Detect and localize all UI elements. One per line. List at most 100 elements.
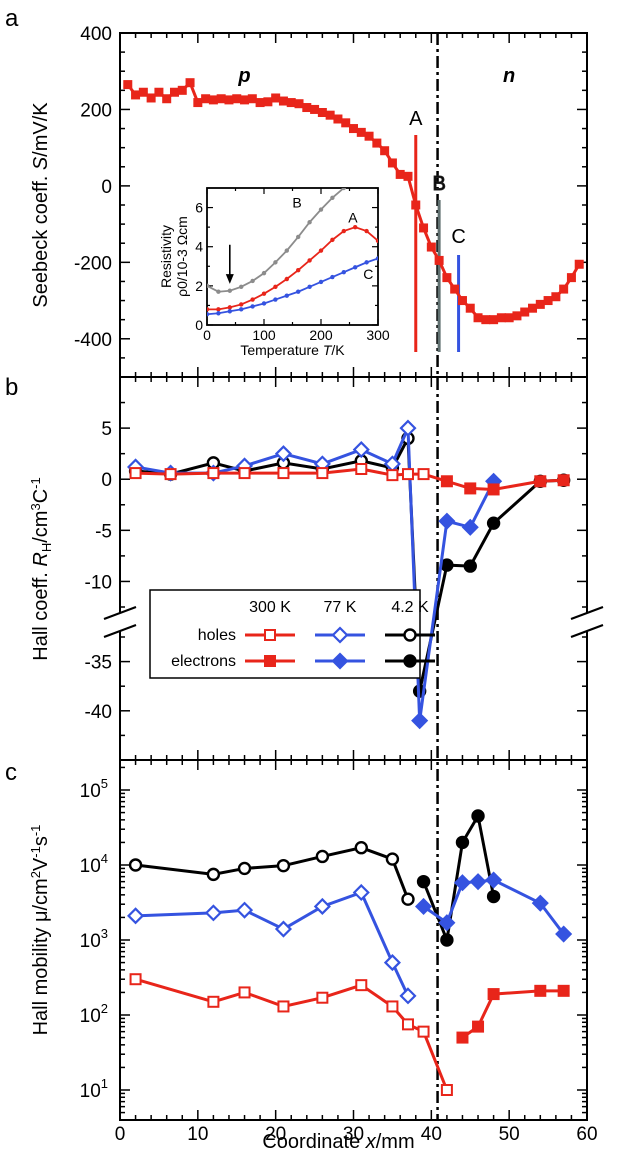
seebeck-point — [387, 158, 397, 168]
seebeck-point — [395, 169, 405, 179]
inset-series-a-point — [318, 248, 324, 253]
seebeck-point — [496, 313, 506, 323]
seebeck-point — [465, 303, 475, 313]
panel-b-ytick-label: 5 — [101, 419, 112, 440]
inset-series-c-point — [375, 256, 378, 261]
panel-letter-c: c — [5, 759, 17, 786]
inset-series-a-point — [207, 307, 210, 312]
inset-series-b-point — [284, 248, 289, 253]
seebeck-point — [232, 94, 242, 104]
inset-arrow-head — [225, 274, 234, 284]
legend-row-label: holes — [198, 627, 236, 644]
panel-c-xtick-label: 20 — [265, 1124, 286, 1145]
inset-series-c-point — [216, 311, 221, 316]
mobility-point — [385, 852, 400, 866]
axis-break-slash — [103, 605, 137, 621]
inset-ytick-label: 4 — [195, 239, 203, 255]
data-layer — [123, 78, 584, 1096]
seebeck-point — [559, 284, 569, 294]
seebeck-point — [224, 95, 234, 105]
mobility-point — [316, 991, 329, 1004]
inset-frame — [206, 187, 379, 326]
panel-c-xtick-label: 60 — [576, 1124, 597, 1145]
inset-series-b-point — [307, 220, 312, 225]
inset-xtick-label: 0 — [203, 327, 211, 343]
seebeck-point — [543, 296, 553, 306]
inset-series-a-point — [261, 291, 267, 296]
legend-column-label: 4.2 K — [391, 599, 429, 616]
panel-c-xtick-label: 40 — [421, 1124, 442, 1145]
seebeck-point — [271, 93, 281, 103]
panel-a-ylabel: Seebeck coeff. S/mV/K — [30, 102, 52, 308]
mobility-point — [471, 809, 485, 823]
seebeck-point — [504, 313, 514, 323]
legend-marker — [331, 626, 349, 644]
region-label-p: p — [237, 65, 250, 87]
hall-point — [463, 559, 477, 573]
seebeck-point — [310, 104, 320, 114]
mobility-point — [352, 883, 370, 902]
hall-point — [238, 467, 251, 480]
hall-point — [316, 467, 329, 480]
hall-point — [277, 467, 290, 480]
seebeck-point — [364, 131, 374, 141]
mobility-point — [456, 1031, 469, 1044]
mobility-point — [440, 1084, 453, 1096]
seebeck-point — [450, 284, 460, 294]
legend-marker — [403, 654, 417, 668]
seebeck-point — [240, 95, 250, 105]
seebeck-point — [131, 90, 141, 100]
panel-c-xtick-label: 0 — [115, 1124, 126, 1145]
inset-label-b: B — [292, 195, 301, 211]
panel-c-ytick-label: 104 — [80, 851, 108, 877]
inset-series-c-line — [207, 257, 378, 316]
panel-a-ytick-label: 400 — [80, 24, 112, 45]
inset-ytick-label: 6 — [195, 200, 203, 216]
mobility-point — [414, 897, 433, 916]
hall-point — [487, 483, 500, 496]
hall-point — [207, 467, 220, 480]
inset-series-a-point — [227, 305, 232, 310]
inset-series-a-point — [216, 307, 221, 312]
inset-series-b-point — [239, 284, 244, 290]
mobility-point — [313, 897, 331, 916]
mobility-point — [128, 858, 143, 872]
inset-series-b-point — [250, 278, 255, 284]
hall-point — [164, 468, 177, 481]
panel-b-ytick-label: 0 — [101, 470, 112, 491]
seebeck-point — [123, 80, 133, 90]
seebeck-point — [146, 93, 156, 103]
inset-series-a-point — [341, 228, 346, 234]
seebeck-point — [434, 255, 444, 265]
panel-b-frame — [119, 376, 588, 761]
seebeck-point — [162, 94, 172, 104]
seebeck-point — [349, 124, 358, 134]
seebeck-point — [193, 98, 203, 108]
legend-column-label: 77 K — [324, 599, 357, 616]
panel-b-ytick-label: -10 — [85, 572, 112, 593]
seebeck-point — [333, 114, 343, 124]
mobility-point — [274, 920, 293, 938]
seebeck-point — [317, 108, 327, 118]
panel-b-ytick-label: -40 — [85, 702, 112, 723]
inset-series-a-point — [364, 228, 369, 234]
seebeck-point — [473, 313, 483, 323]
seebeck-point — [208, 95, 218, 105]
panel-c-ylabel: Hall mobility μ/cm2V-1s-1 — [28, 825, 52, 1036]
inset-series-c-point — [330, 274, 335, 280]
mobility-point — [401, 892, 415, 906]
seebeck-point — [535, 299, 545, 309]
seebeck-point — [185, 78, 195, 88]
inset-xtick-label: 100 — [252, 327, 276, 343]
seebeck-point — [325, 110, 335, 120]
inset-series-c-point — [261, 301, 267, 306]
inset-series-a-point — [353, 224, 358, 230]
seebeck-point — [154, 87, 164, 97]
mobility-point — [127, 907, 145, 925]
mobility-point — [486, 889, 501, 904]
hall-point — [464, 482, 477, 495]
mobility-point — [485, 871, 503, 889]
inset-series-c-point — [284, 293, 289, 298]
inset-series-b-point — [347, 182, 351, 186]
